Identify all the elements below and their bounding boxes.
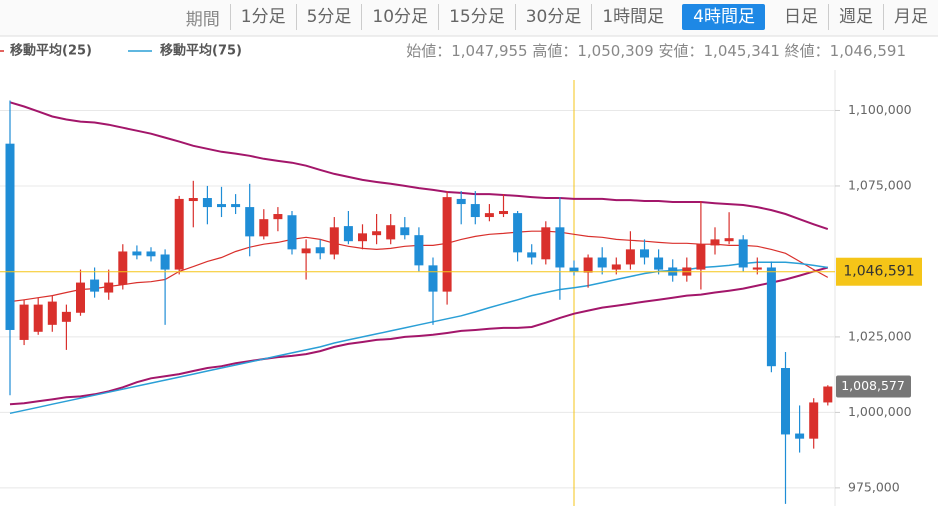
candle-body: [781, 368, 790, 435]
last-price: 1,008,577: [841, 378, 905, 393]
timeframe-tab[interactable]: 5分足: [295, 4, 362, 30]
candle-body: [343, 226, 353, 242]
info-label: 始値：: [406, 42, 451, 60]
ohlc-info: 始値：1,047,955 高値：1,050,309 安値：1,045,341 終…: [406, 42, 906, 60]
candle-body: [625, 249, 635, 265]
timeframe-tab[interactable]: 1時間足: [591, 4, 674, 30]
candle-body: [597, 257, 607, 268]
candle-body: [61, 311, 71, 322]
candle-body: [358, 233, 367, 242]
candle-body: [273, 214, 283, 220]
candle-body: [414, 235, 424, 266]
timeframe-tab[interactable]: 日足: [784, 7, 818, 27]
info-value: 1,047,955: [451, 42, 527, 60]
info-label: 終値：: [785, 42, 830, 60]
candle-body: [372, 231, 382, 236]
candle-body: [217, 204, 226, 208]
info-label: 高値：: [532, 42, 577, 60]
candle-body: [104, 282, 114, 293]
candle-body: [795, 433, 805, 439]
candle-body: [118, 251, 128, 285]
timeframe-tab[interactable]: 10分足: [361, 4, 438, 30]
candle-body: [174, 198, 184, 270]
candle-body: [245, 207, 255, 237]
candle-body: [76, 282, 85, 313]
toolbar-bg: [0, 0, 938, 36]
candle-body: [569, 267, 579, 272]
candle-body: [33, 304, 43, 332]
band-line: [9, 266, 829, 406]
info-value: 1,046,591: [830, 42, 906, 60]
y-tick-label: 1,100,000: [848, 102, 912, 117]
candle-body: [259, 219, 269, 237]
candle-body: [724, 238, 734, 242]
timeframe-tab[interactable]: 15分足: [438, 4, 515, 30]
candle-body: [611, 264, 621, 270]
timeframe-tab[interactable]: 4時間足: [682, 4, 765, 30]
candle-body: [146, 251, 156, 257]
candle-body: [315, 247, 325, 254]
candle-body: [583, 257, 593, 273]
period-label: 期間: [185, 9, 220, 30]
ma-line: [9, 261, 828, 415]
candle-body: [640, 249, 649, 258]
y-tick-label: 1,075,000: [848, 177, 912, 192]
candle-body: [386, 225, 396, 240]
candle-body: [442, 197, 452, 292]
candle-body: [400, 227, 410, 236]
candle-body: [654, 257, 664, 270]
candle-body: [188, 198, 198, 202]
y-tick-label: 1,000,000: [848, 404, 912, 419]
candle-body: [5, 143, 15, 330]
candle-body: [696, 244, 706, 270]
timeframe-tab[interactable]: 30分足: [514, 4, 592, 30]
timeframe-tab[interactable]: 週足: [828, 4, 883, 30]
candle-body: [527, 252, 537, 258]
legend-label: 移動平均(25): [10, 43, 92, 59]
candle-body: [202, 198, 212, 208]
candle-body: [19, 304, 29, 340]
candle-body: [90, 279, 100, 292]
crosshair-price: 1,046,591: [843, 264, 914, 280]
candle-body: [470, 204, 480, 218]
candle-body: [428, 265, 438, 292]
candle-body: [499, 211, 508, 215]
candle-body: [809, 402, 819, 439]
candle-body: [329, 227, 339, 255]
timeframe-tab[interactable]: 1分足: [229, 4, 296, 30]
candle-body: [132, 251, 142, 256]
candle-body: [710, 239, 720, 246]
toolbar: 期間 1分足 5分足 10分足 15分足 30分足 1時間足 4時間足 日足 週足 月足: [186, 0, 938, 34]
y-tick-label: 1,025,000: [848, 328, 912, 343]
candle-body: [231, 204, 241, 208]
info-value: 1,045,341: [704, 42, 780, 60]
band-line: [9, 101, 829, 231]
candle-body: [752, 267, 762, 270]
candle-body: [484, 213, 494, 218]
legend-label: 移動平均(75): [160, 43, 242, 59]
candle-body: [555, 227, 565, 268]
last-price-box: [836, 375, 911, 398]
candle-body: [456, 198, 466, 205]
candle-body: [301, 248, 311, 254]
candle-body: [160, 254, 170, 270]
candle-body: [513, 213, 523, 253]
crosshair-price-box: [836, 257, 922, 286]
y-tick-label: 975,000: [848, 479, 900, 494]
info-label: 安値：: [659, 42, 704, 60]
timeframe-tab[interactable]: 月足: [883, 4, 938, 30]
candle-body: [47, 301, 57, 325]
candle-body: [823, 386, 833, 403]
candle-body: [541, 227, 551, 260]
info-value: 1,050,309: [577, 42, 653, 60]
candle-body: [766, 267, 776, 367]
candle-body: [287, 215, 297, 250]
candle-body: [738, 239, 748, 268]
